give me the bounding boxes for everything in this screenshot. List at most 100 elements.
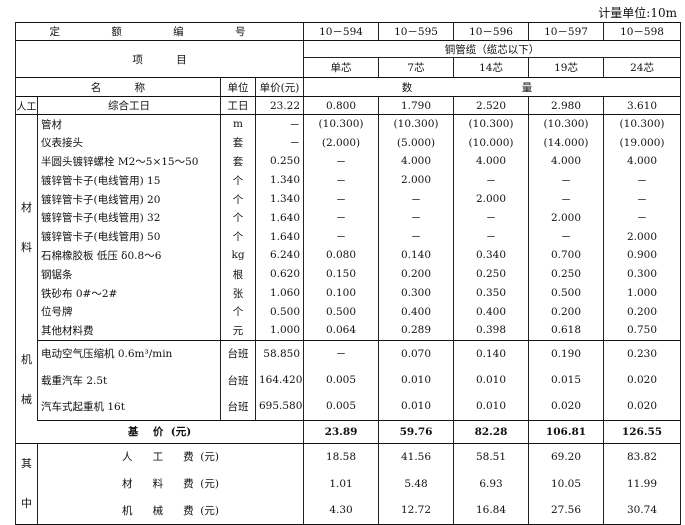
value-cell: － — [453, 170, 530, 190]
item-price: 23.22 — [254, 96, 305, 115]
value-cell: 59.76 — [378, 420, 455, 444]
value-cell: 0.200 — [528, 302, 605, 322]
materials-row: 镀锌管卡子(电线管用) 15 个 1.340 － 2.000 －－－ — [16, 170, 682, 190]
value-cell: 4.000 — [453, 152, 530, 171]
item-unit: 套 — [220, 152, 256, 171]
value-cell: 2.980 — [528, 96, 605, 115]
value-cell: 4.000 — [603, 152, 682, 171]
code-cell: 10－595 — [378, 22, 455, 41]
code-cell: 10－598 — [603, 22, 682, 41]
name-header: 名 称 — [15, 77, 221, 97]
item-price: － — [254, 114, 305, 134]
item-name: 仪表接头 — [37, 133, 221, 153]
value-cell: － — [303, 227, 380, 247]
measurement-unit-note: 计量单位:10m — [598, 6, 677, 20]
value-cell: 2.000 — [528, 208, 605, 228]
value-cell: (10.300) — [378, 114, 455, 134]
item-price: 1.640 — [254, 208, 305, 228]
value-cell: 0.350 — [453, 283, 530, 303]
value-cell: － — [528, 170, 605, 190]
value-cell: 0.020 — [528, 393, 605, 421]
value-cell: 0.500 — [528, 283, 605, 303]
value-cell: 0.100 — [303, 283, 380, 303]
value-cell: 0.300 — [378, 283, 455, 303]
quota-code-row: 定 额 编 号 10－594 10－595 10－596 10－597 10－5… — [14, 22, 682, 41]
value-cell: 0.150 — [303, 264, 380, 284]
value-cell: 0.015 — [528, 366, 605, 394]
item-price: 1.000 — [254, 321, 305, 341]
value-cell: － — [603, 189, 682, 209]
materials-row: 半圆头镀锌螺栓 M2～5×15～50 套 0.250 － 4.000 4.000 4.000… — [16, 152, 682, 171]
item-name: 载重汽车 2.5t — [37, 366, 221, 394]
variant-cell: 14芯 — [453, 57, 530, 78]
item-name: 综合工日 — [37, 96, 221, 115]
value-cell: － — [603, 208, 682, 228]
value-cell: 69.20 — [528, 443, 605, 471]
item-name: 位号牌 — [37, 302, 221, 322]
unit-header: 单位 — [220, 77, 256, 97]
item-name: 镀锌管卡子(电线管用) 15 — [37, 170, 221, 190]
value-cell: 126.55 — [603, 420, 682, 444]
item-name: 半圆头镀锌螺栓 M2～5×15～50 — [37, 152, 221, 171]
breakdown-label: 人 工 费 (元) — [36, 443, 305, 471]
item-name: 管材 — [37, 114, 221, 134]
item-unit: 张 — [220, 283, 256, 303]
materials-row: 材料管材 m － (10.300) (10.300) (10.300) (10.300) (1… — [15, 114, 682, 341]
item-unit: 个 — [220, 227, 256, 247]
value-cell: 2.000 — [453, 189, 530, 209]
value-cell: 0.064 — [303, 321, 380, 341]
item-unit: 根 — [220, 264, 256, 284]
value-cell: 16.84 — [453, 497, 530, 525]
breakdown-row: 机 械 费 (元) 4.30 12.72 16.84 27.56 30.74 — [16, 497, 682, 525]
value-cell: 0.230 — [603, 340, 682, 367]
category-char: 械 — [21, 393, 32, 407]
value-cell: 2.000 — [378, 170, 455, 190]
value-cell: 0.005 — [303, 393, 380, 421]
variant-cell: 7芯 — [378, 57, 455, 78]
value-cell: 0.900 — [603, 246, 682, 265]
value-cell: 2.520 — [453, 96, 530, 115]
base-price-label: 基 价 (元) — [14, 420, 305, 444]
value-cell: 0.070 — [378, 340, 455, 367]
value-cell: 10.05 — [528, 470, 605, 498]
item-price: 0.250 — [254, 152, 305, 171]
item-unit: 套 — [220, 133, 256, 153]
value-cell: 0.750 — [603, 321, 682, 341]
materials-row: 其他材料费元 1.000 0.064 0.289 0.398 0.618 0.750 — [16, 321, 682, 341]
materials-row: 镀锌管卡子(电线管用) 32 个 1.640 －－－ 2.000 － — [16, 208, 682, 228]
item-unit: 个 — [220, 189, 256, 209]
value-cell: 0.398 — [453, 321, 530, 341]
variant-cell: 24芯 — [603, 57, 682, 78]
item-unit: 元 — [220, 321, 256, 341]
value-cell: (2.000) — [303, 133, 380, 153]
quota-table: 定 额 编 号 10－594 10－595 10－596 10－597 10－5… — [14, 22, 682, 525]
item-price: 6.240 — [254, 246, 305, 265]
value-cell: 83.82 — [603, 443, 682, 471]
item-name: 其他材料费 — [37, 321, 221, 341]
item-name: 铁砂布 0#～2# — [37, 283, 221, 303]
item-unit: kg — [220, 246, 256, 265]
value-cell: － — [378, 227, 455, 247]
value-cell: － — [303, 208, 380, 228]
materials-row: 镀锌管卡子(电线管用) 20 个 1.340 －－ 2.000 －－ — [16, 189, 682, 209]
value-cell: 0.500 — [303, 302, 380, 322]
value-cell: 58.51 — [453, 443, 530, 471]
value-cell: (10.300) — [303, 114, 380, 134]
value-cell: － — [378, 208, 455, 228]
value-cell: 0.250 — [528, 264, 605, 284]
variant-row: 单芯 7芯 14芯 19芯 24芯 — [16, 57, 682, 78]
value-cell: 0.250 — [453, 264, 530, 284]
materials-row: 石棉橡胶板 低压 δ0.8～6 kg 6.240 0.080 0.140 0.340 0.7… — [16, 246, 682, 265]
value-cell: 41.56 — [378, 443, 455, 471]
value-cell: 0.300 — [603, 264, 682, 284]
value-cell: (10.300) — [603, 114, 682, 134]
item-name: 镀锌管卡子(电线管用) 50 — [37, 227, 221, 247]
breakdown-row: 材 料 费 (元) 1.01 5.48 6.93 10.05 11.99 — [16, 470, 682, 498]
category-machines: 机械 — [15, 340, 38, 421]
materials-row: 位号牌个 0.500 0.500 0.400 0.400 0.200 0.200 — [16, 302, 682, 322]
value-cell: 0.700 — [528, 246, 605, 265]
code-cell: 10－596 — [453, 22, 530, 41]
value-cell: (10.000) — [453, 133, 530, 153]
base-price-row: 基 价 (元) 23.89 59.76 82.28 106.81 126.55 — [14, 420, 682, 444]
materials-row: 钢锯条根 0.620 0.150 0.200 0.250 0.250 0.300 — [16, 264, 682, 284]
